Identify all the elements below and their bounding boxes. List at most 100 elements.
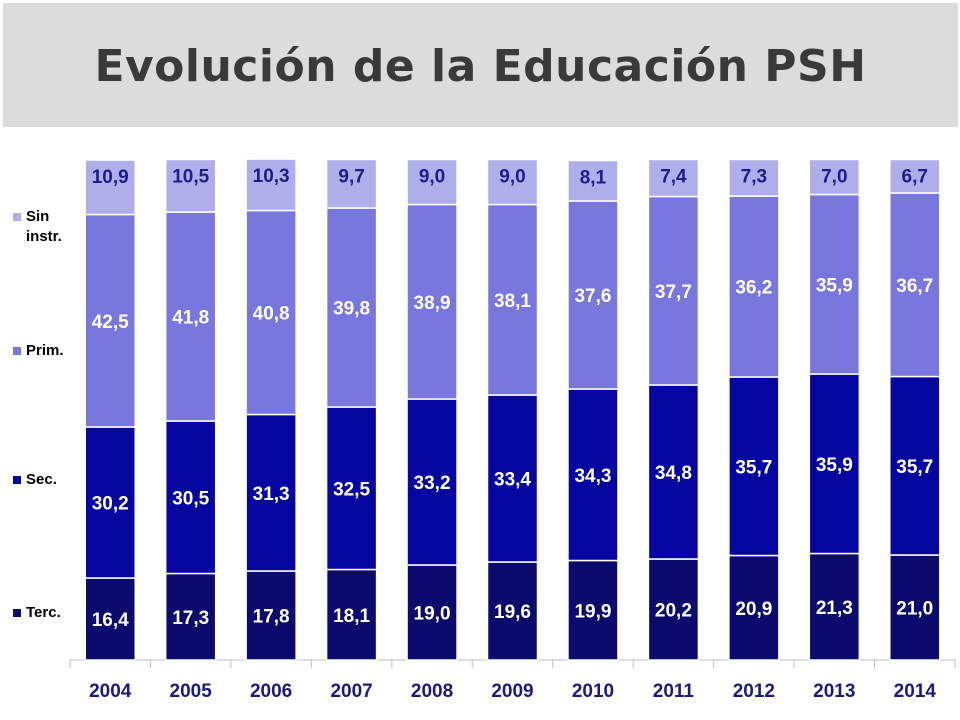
bar-segment-terc-2010: [567, 559, 619, 661]
data-label-prim-2008: 38,9: [414, 293, 451, 314]
data-label-prim-2013: 35,9: [816, 275, 853, 296]
data-label-prim-2014: 36,7: [896, 276, 933, 297]
bar-segment-sec-2004: [84, 426, 136, 579]
bar-segment-prim-2009: [486, 203, 539, 396]
legend-swatch-sin-instr: [13, 213, 21, 221]
legend-label-prim: Prim.: [26, 342, 64, 359]
data-label-sin-instr-2005: 10,5: [172, 167, 209, 188]
data-label-sin-instr-2012: 7,3: [741, 167, 767, 188]
legend-label-sec: Sec.: [26, 471, 57, 488]
data-label-sec-2006: 31,3: [253, 484, 290, 505]
bar-segment-terc-2012: [728, 554, 780, 661]
data-label-sec-2012: 35,7: [735, 457, 772, 478]
data-label-sin-instr-2004: 10,9: [92, 167, 129, 188]
chart-title: Evolución de la Educación PSH: [94, 41, 867, 92]
bar-segment-sec-2006: [245, 413, 297, 572]
legend-swatch-terc: [13, 609, 21, 617]
data-label-terc-2008: 19,0: [414, 604, 451, 625]
data-label-prim-2009: 38,1: [494, 291, 531, 312]
bar-segment-terc-2014: [889, 554, 941, 661]
x-tick-label-2011: 2011: [653, 681, 695, 702]
bar-segment-terc-2005: [164, 572, 217, 661]
bar-segment-prim-2007: [325, 207, 378, 408]
bar-segment-sec-2014: [889, 375, 941, 556]
bar-segment-terc-2011: [647, 558, 700, 661]
x-tick-label-2010: 2010: [572, 681, 614, 702]
data-label-sin-instr-2010: 8,1: [580, 168, 607, 189]
legend-label-terc: Terc.: [26, 604, 61, 621]
data-label-prim-2010: 37,6: [574, 286, 611, 307]
bar-segment-sin-instr-2006: [245, 158, 297, 212]
bar-segment-sin-instr-2011: [647, 158, 700, 198]
bar-segment-terc-2006: [245, 570, 297, 661]
bar-segment-prim-2012: [728, 195, 780, 378]
bar-segment-terc-2008: [406, 564, 458, 661]
data-label-sin-instr-2013: 7,0: [821, 167, 847, 188]
data-label-terc-2010: 19,9: [574, 601, 611, 622]
x-tick-label-2008: 2008: [411, 681, 453, 702]
bar-segment-prim-2004: [84, 213, 136, 428]
data-label-sec-2005: 30,5: [172, 488, 209, 509]
title-band: Evolución de la Educación PSH: [3, 3, 958, 127]
bar-segment-terc-2007: [325, 568, 378, 661]
data-label-sec-2014: 35,7: [896, 457, 933, 478]
data-label-sec-2009: 33,4: [494, 470, 531, 491]
bar-segment-prim-2006: [245, 209, 297, 416]
data-label-terc-2013: 21,3: [816, 598, 853, 619]
bar-segment-terc-2013: [808, 552, 861, 661]
bar-segment-prim-2011: [647, 195, 700, 386]
data-label-prim-2007: 39,8: [333, 299, 370, 320]
bar-segment-sin-instr-2004: [84, 159, 136, 216]
data-label-prim-2005: 41,8: [172, 308, 209, 329]
data-label-prim-2012: 36,2: [735, 278, 772, 299]
data-label-sin-instr-2007: 9,7: [338, 167, 364, 188]
data-label-terc-2004: 16,4: [92, 610, 129, 631]
bar-segment-prim-2014: [889, 192, 941, 378]
data-label-sin-instr-2008: 9,0: [419, 167, 445, 188]
x-tick-label-2004: 2004: [89, 681, 132, 702]
data-label-prim-2004: 42,5: [92, 312, 129, 333]
x-tick-label-2012: 2012: [733, 681, 775, 702]
data-label-terc-2005: 17,3: [172, 608, 209, 629]
bar-segment-sin-instr-2010: [567, 159, 619, 202]
legend-swatch-prim: [13, 347, 21, 355]
x-tick-label-2006: 2006: [250, 681, 292, 702]
data-label-terc-2007: 18,1: [333, 606, 370, 627]
data-label-sin-instr-2006: 10,3: [253, 166, 290, 187]
bar-segment-sin-instr-2009: [486, 158, 539, 206]
data-label-terc-2009: 19,6: [494, 602, 531, 623]
data-label-sec-2011: 34,8: [655, 463, 692, 484]
bar-segment-sec-2005: [164, 420, 217, 575]
data-label-sec-2007: 32,5: [333, 479, 370, 500]
data-label-sec-2013: 35,9: [816, 455, 853, 476]
data-label-sec-2010: 34,3: [574, 466, 611, 487]
bar-segment-prim-2005: [164, 211, 217, 422]
data-label-sin-instr-2011: 7,4: [660, 167, 687, 188]
bar-segment-sin-instr-2008: [406, 158, 458, 206]
x-tick-label-2014: 2014: [894, 681, 937, 702]
bar-segment-sin-instr-2005: [164, 158, 217, 213]
legend: Sin instr. Prim. Sec. Terc.: [10, 0, 80, 720]
legend-label-sin-instr: Sin instr.: [26, 208, 62, 245]
bar-segment-sec-2008: [406, 398, 458, 566]
data-label-prim-2006: 40,8: [253, 304, 290, 325]
bar-segment-terc-2004: [84, 577, 136, 661]
data-label-terc-2006: 17,8: [253, 607, 290, 628]
bar-segment-sin-instr-2012: [728, 158, 780, 197]
data-label-sin-instr-2009: 9,0: [499, 167, 525, 188]
data-label-prim-2011: 37,7: [655, 282, 692, 303]
data-label-sec-2004: 30,2: [92, 494, 129, 515]
bar-segment-prim-2008: [406, 203, 458, 400]
bar-segment-sin-instr-2014: [889, 158, 941, 194]
data-label-terc-2011: 20,2: [655, 601, 692, 622]
bar-segment-sec-2013: [808, 373, 861, 555]
bar-segment-sin-instr-2007: [325, 158, 378, 209]
x-tick-label-2005: 2005: [170, 681, 213, 702]
bar-segment-sin-instr-2013: [808, 158, 861, 196]
data-label-terc-2012: 20,9: [735, 599, 772, 620]
x-tick-label-2013: 2013: [813, 681, 855, 702]
data-label-sin-instr-2014: 6,7: [902, 167, 928, 188]
data-label-sec-2008: 33,2: [414, 473, 451, 494]
bar-segment-prim-2013: [808, 193, 861, 375]
